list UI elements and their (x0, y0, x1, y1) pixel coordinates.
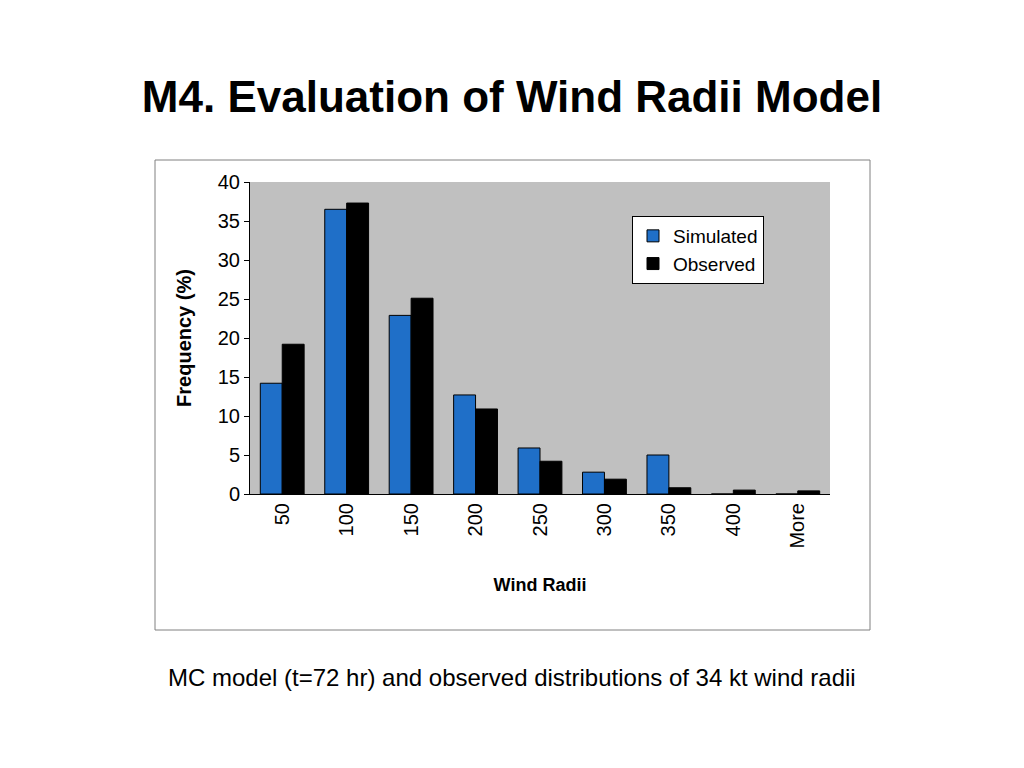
svg-text:15: 15 (218, 366, 240, 388)
svg-text:10: 10 (218, 405, 240, 427)
svg-text:M4. Evaluation of Wind Radii M: M4. Evaluation of Wind Radii Model (142, 72, 882, 121)
svg-text:More: More (786, 503, 808, 549)
svg-text:400: 400 (722, 503, 744, 536)
svg-text:40: 40 (218, 171, 240, 193)
svg-text:MC model (t=72 hr) and observe: MC model (t=72 hr) and observed distribu… (168, 664, 856, 691)
svg-text:25: 25 (218, 288, 240, 310)
svg-text:Wind Radii: Wind Radii (494, 575, 587, 595)
svg-text:Observed: Observed (673, 254, 755, 275)
svg-text:250: 250 (529, 503, 551, 536)
svg-text:20: 20 (218, 327, 240, 349)
svg-text:150: 150 (400, 503, 422, 536)
svg-text:350: 350 (657, 503, 679, 536)
svg-text:200: 200 (464, 503, 486, 536)
svg-text:100: 100 (335, 503, 357, 536)
svg-text:0: 0 (229, 483, 240, 505)
svg-text:Frequency (%): Frequency (%) (173, 269, 195, 407)
svg-text:30: 30 (218, 249, 240, 271)
svg-text:50: 50 (271, 503, 293, 525)
svg-text:5: 5 (229, 444, 240, 466)
svg-text:35: 35 (218, 210, 240, 232)
svg-text:300: 300 (593, 503, 615, 536)
svg-text:Simulated: Simulated (673, 226, 758, 247)
